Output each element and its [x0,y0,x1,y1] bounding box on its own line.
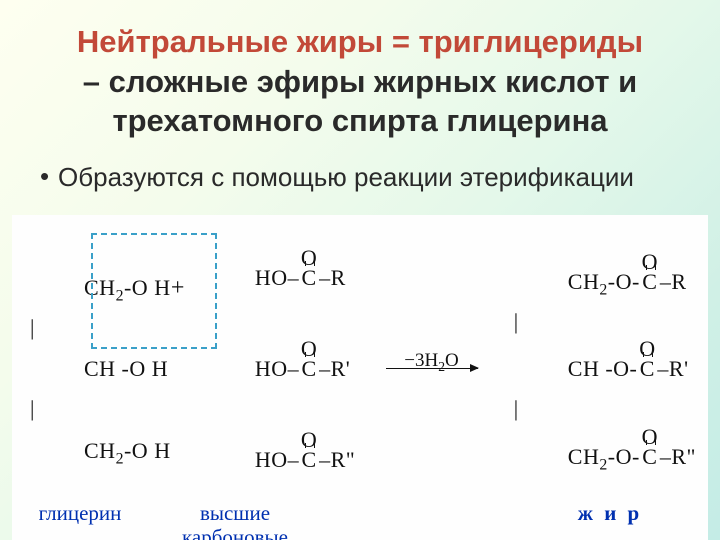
label-acids-1: высшие [200,501,270,525]
glycerol-row-2: CH -O H [24,334,171,403]
labels-row: глицерин высшие карбоновые кислоты ж и р [20,501,700,540]
a-r1-r: –R [319,265,346,290]
p-bond-1: | [508,316,696,328]
p-r3-db [646,440,656,445]
slide: Нейтральные жиры = триглицериды – сложны… [0,0,720,540]
p-r2-c: OC [637,357,657,380]
a-r1-c: OC [299,266,319,289]
g-r1-o: -O [124,275,148,300]
p-r3-c: OC [640,445,660,468]
g-r3-ch: CH [84,438,116,463]
title-line-1: Нейтральные жиры = триглицериды [24,22,696,62]
label-glycerol-text: глицерин [39,501,122,525]
p-r2-db [643,352,653,357]
product-row-1: CH2-O-OC–R [508,247,696,316]
slide-title: Нейтральные жиры = триглицериды – сложны… [0,0,720,141]
a-r1-db [305,261,315,266]
a-r2-c: OC [299,357,319,380]
title-line-2: – сложные эфиры жирных кислот и [24,62,696,102]
arrow-line [386,368,478,369]
a-r3-ho: HO [255,447,288,472]
g-r3-h: H [154,438,170,463]
a-r1-ho: HO [255,265,288,290]
p-r3-o: -O- [608,444,640,469]
p-r3-ch: CH [568,444,600,469]
a-r2-db [305,352,315,357]
g-bond-1: | [24,322,171,334]
glycerol-row-1: CH2-O H [24,253,171,322]
a-r2-ho: HO [255,356,288,381]
product-block: CH2-O-OC–R | CH -O-OC–R' | CH2-O-OC–R" [508,229,700,491]
acid-row-2: HO–OC–R' [195,334,355,403]
g-r2: CH -O [84,356,146,381]
acids-block: + HO–OC–R HO–OC–R' HO–OC–R" [195,225,355,495]
reaction-arrow: −3H2O [380,350,484,369]
label-acids-2: карбоновые [182,525,288,540]
p-r2: CH -O- [568,356,638,381]
plus-sign: + [165,275,191,302]
g-bond-2: | [24,403,171,415]
product-row-3: CH2-O-OC–R" [508,421,696,490]
g-r3-o: -O [124,438,148,463]
p-r3-r: –R" [660,444,696,469]
acid-row-3: HO–OC–R" [195,425,355,494]
a-r3-c: OC [299,448,319,471]
bullet-item: • Образуются с помощью реакции этерифика… [40,161,680,195]
label-product: ж и р [520,501,700,540]
a-r3-db [305,443,315,448]
p-r1-sub: 2 [599,281,607,298]
a-r3-r: –R" [319,447,355,472]
p-r1-db [646,265,656,270]
bullet-text: Образуются с помощью реакции этерификаци… [58,161,680,195]
title-line-3: трехатомного спирта глицерина [24,101,696,141]
label-glycerol: глицерин [20,501,140,540]
reaction-diagram: CH2-O H | CH -O H | CH2-O H + HO–OC–R [12,215,708,540]
reaction-row: CH2-O H | CH -O H | CH2-O H + HO–OC–R [20,225,700,495]
g-r1-ch: CH [84,275,116,300]
p-r2-r: –R' [657,356,688,381]
product-row-2: CH -O-OC–R' [508,334,696,403]
acid-row-1: HO–OC–R [195,243,355,312]
glycerol-block: CH2-O H | CH -O H | CH2-O H [20,235,171,485]
p-r1-ch: CH [568,269,600,294]
glycerol-row-3: CH2-O H [24,415,171,484]
bullet-list: • Образуются с помощью реакции этерифика… [0,141,720,195]
p-bond-2: | [508,403,696,415]
p-r1-c: OC [640,270,660,293]
label-product-text: ж и р [578,501,643,525]
g-r2-h: H [152,356,168,381]
g-r3-sub: 2 [116,450,124,467]
bullet-marker: • [40,161,58,192]
label-acids: высшие карбоновые кислоты [140,501,330,540]
a-r2-r: –R' [319,356,350,381]
g-r1-sub: 2 [116,287,124,304]
p-r1-r: –R [660,269,687,294]
p-r1-o: -O- [608,269,640,294]
p-r3-sub: 2 [599,456,607,473]
